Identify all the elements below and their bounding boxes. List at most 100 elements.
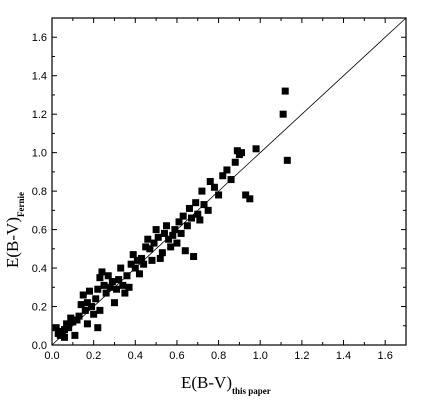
- data-point: [129, 251, 137, 259]
- data-point: [194, 210, 202, 218]
- data-point: [171, 226, 179, 234]
- x-tick-label: 0.4: [128, 350, 143, 362]
- plot-frame: [51, 17, 407, 346]
- data-point: [119, 281, 127, 289]
- data-point: [198, 187, 206, 195]
- data-point: [52, 324, 60, 332]
- y-tick-label: 1.0: [32, 148, 47, 160]
- data-point: [190, 253, 198, 261]
- x-tick-label: 1.6: [378, 350, 393, 362]
- data-point: [150, 239, 158, 247]
- data-point: [215, 191, 223, 199]
- data-point: [138, 254, 146, 262]
- x-tick-label: 1.2: [294, 350, 309, 362]
- y-tick-label: 0.4: [32, 263, 47, 275]
- data-point: [196, 216, 204, 224]
- data-point: [169, 231, 177, 239]
- data-point: [125, 283, 133, 291]
- data-point: [85, 287, 93, 295]
- data-point: [94, 285, 102, 293]
- data-point: [179, 212, 187, 220]
- x-tick-label: 1.4: [336, 350, 351, 362]
- data-point: [135, 270, 143, 278]
- data-point: [223, 166, 231, 174]
- data-point: [177, 229, 185, 237]
- data-point: [127, 260, 135, 268]
- data-point: [67, 314, 75, 322]
- data-point: [123, 272, 131, 280]
- y-axis-title: E(B-V)Fernie: [3, 192, 26, 268]
- data-point: [158, 249, 166, 257]
- data-point: [283, 156, 291, 164]
- data-point: [140, 260, 148, 268]
- data-point: [154, 233, 162, 241]
- data-point: [183, 222, 191, 230]
- x-axis-title: E(B-V)this paper: [181, 373, 271, 396]
- data-point: [83, 299, 91, 307]
- data-point: [148, 256, 156, 264]
- data-point: [96, 274, 104, 282]
- data-point: [246, 195, 254, 203]
- data-point: [163, 222, 171, 230]
- data-point: [144, 235, 152, 243]
- data-point: [117, 264, 125, 272]
- data-point: [104, 272, 112, 280]
- data-point: [110, 299, 118, 307]
- data-point: [279, 110, 287, 118]
- data-point: [81, 306, 89, 314]
- data-point: [219, 172, 227, 180]
- data-point: [98, 268, 106, 276]
- data-point: [90, 310, 98, 318]
- data-point: [83, 320, 91, 328]
- data-point: [165, 235, 173, 243]
- data-point: [204, 206, 212, 214]
- data-point: [77, 301, 85, 309]
- data-point: [115, 276, 123, 284]
- data-point: [121, 289, 129, 297]
- data-point: [227, 176, 235, 184]
- data-point: [233, 147, 241, 155]
- data-point: [231, 158, 239, 166]
- data-point: [106, 283, 114, 291]
- data-point: [92, 295, 100, 303]
- data-point: [281, 87, 289, 95]
- data-point: [173, 239, 181, 247]
- data-point: [75, 312, 83, 320]
- y-tick-label: 1.4: [32, 71, 47, 83]
- data-point: [175, 218, 183, 226]
- data-point: [65, 324, 73, 332]
- data-point: [60, 326, 68, 334]
- x-tick-label: 0.0: [44, 350, 59, 362]
- y-tick-label: 0.0: [32, 340, 47, 352]
- data-point: [188, 214, 196, 222]
- x-axis-title-sub: this paper: [232, 386, 271, 396]
- data-point: [100, 281, 108, 289]
- data-point: [88, 303, 96, 311]
- data-point: [102, 289, 110, 297]
- data-point: [73, 316, 81, 324]
- data-point: [185, 204, 193, 212]
- x-tick-label: 0.2: [86, 350, 101, 362]
- data-point: [79, 291, 87, 299]
- x-tick-label: 0.8: [211, 350, 226, 362]
- data-point: [133, 256, 141, 264]
- data-point: [146, 245, 154, 253]
- data-point: [94, 324, 102, 332]
- data-point: [252, 145, 260, 153]
- y-tick-label: 0.8: [32, 186, 47, 198]
- data-point: [242, 191, 250, 199]
- data-point: [237, 149, 245, 157]
- x-axis-title-main: E(B-V): [181, 373, 232, 392]
- data-point: [63, 320, 71, 328]
- data-point: [69, 318, 77, 326]
- data-point: [71, 331, 79, 339]
- x-tick-label: 1.0: [253, 350, 268, 362]
- data-point: [167, 243, 175, 251]
- data-point: [60, 333, 68, 341]
- data-point: [108, 278, 116, 286]
- data-point: [131, 264, 139, 272]
- y-tick-label: 1.6: [32, 32, 47, 44]
- data-point: [192, 199, 200, 207]
- data-point: [160, 229, 168, 237]
